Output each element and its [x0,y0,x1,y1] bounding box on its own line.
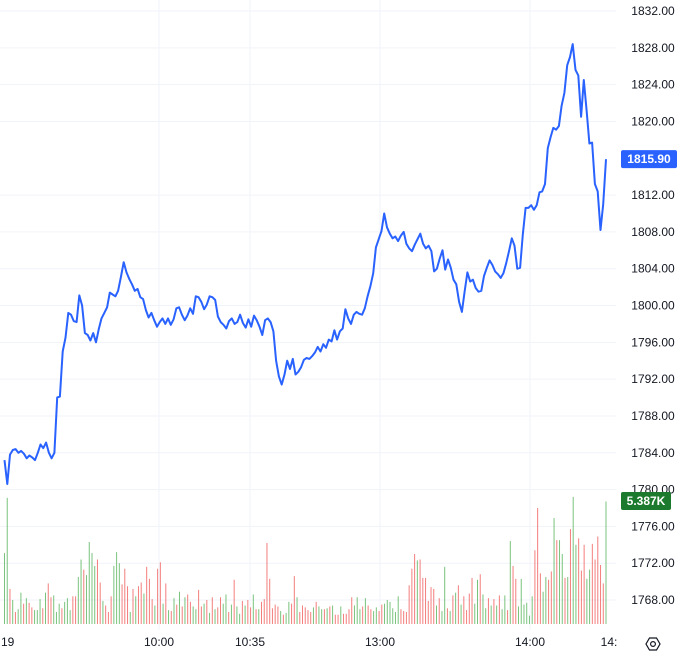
price-tick-label: 1792.00 [631,372,675,386]
time-tick-label: 14:00 [515,635,545,649]
price-axis[interactable]: 1832.00 1828.00 1824.00 1820.00 1812.00 1808.… [631,4,675,607]
last-price-badge [621,150,677,169]
last-volume-badge [621,492,671,510]
price-tick-label: 1808.00 [631,225,675,239]
price-tick-label: 1804.00 [631,262,675,276]
time-tick-label: 10:35 [235,635,265,649]
price-line [3,43,607,485]
gear-icon[interactable] [645,637,661,651]
price-tick-label: 1812.00 [631,188,675,202]
time-tick-label: 10:00 [144,635,174,649]
price-tick-label: 1820.00 [631,114,675,128]
last-value-badges: 1815.90 5.387K [621,150,677,510]
price-tick-label: 1772.00 [631,556,675,570]
volume-bars [4,496,607,624]
settings-button[interactable] [645,637,661,651]
price-tick-label: 1776.00 [631,519,675,533]
last-volume-label: 5.387K [627,494,666,508]
time-tick-label: 13:00 [365,635,395,649]
price-tick-label: 1828.00 [631,41,675,55]
price-tick-label: 1788.00 [631,409,675,423]
price-tick-label: 1784.00 [631,446,675,460]
time-tick-label: 14: [601,635,618,649]
price-tick-label: 1824.00 [631,78,675,92]
price-tick-label: 1832.00 [631,4,675,18]
time-tick-label: 19 [1,635,15,649]
last-price-label: 1815.90 [627,152,671,166]
price-tick-label: 1800.00 [631,299,675,313]
price-series-line [3,43,607,485]
price-tick-label: 1796.00 [631,335,675,349]
grid [0,0,616,630]
time-axis[interactable]: 19 10:00 10:35 13:00 14:00 14: [1,635,617,649]
price-tick-label: 1768.00 [631,593,675,607]
